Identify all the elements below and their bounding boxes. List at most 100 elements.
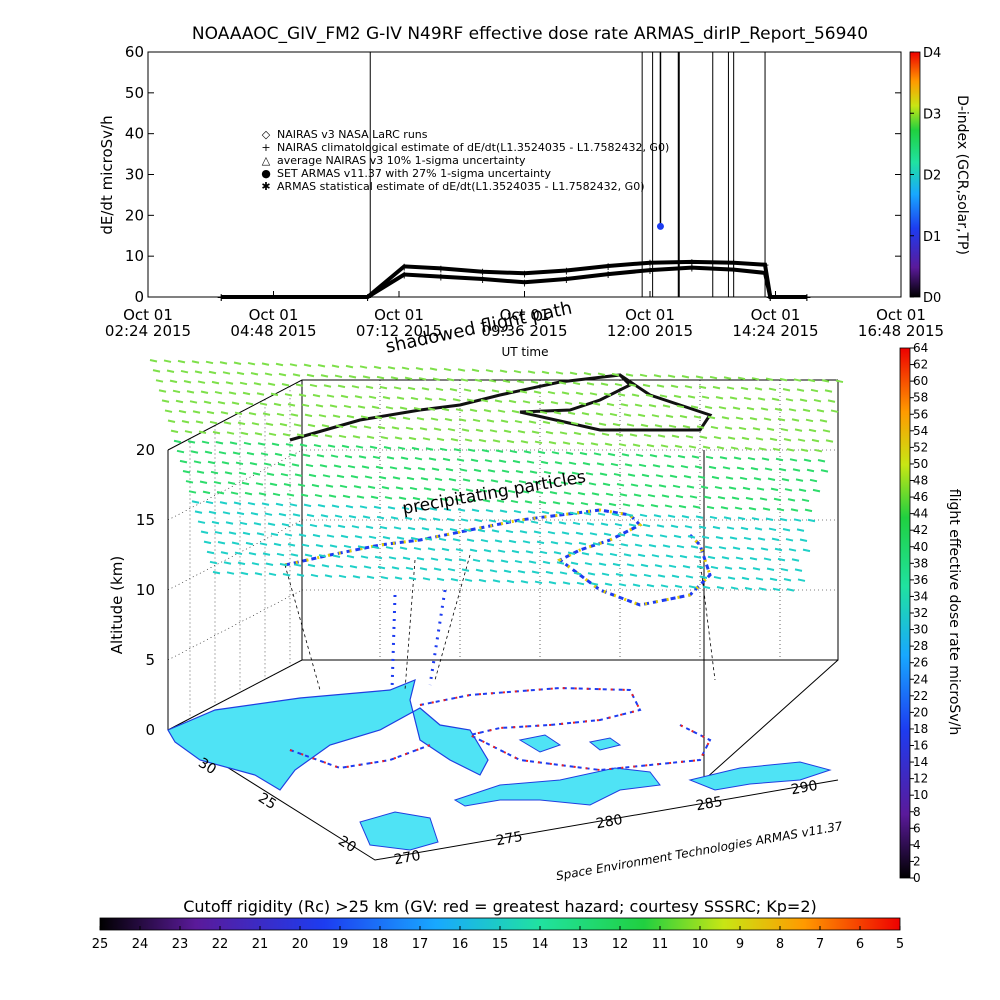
particle-dash — [476, 478, 485, 483]
particle-dash — [226, 431, 235, 435]
particle-dash — [589, 532, 598, 536]
particle-dash — [407, 526, 416, 531]
particle-dash — [623, 553, 632, 557]
particle-dash — [644, 483, 653, 488]
ascent-descent — [390, 589, 447, 691]
particle-dash — [710, 565, 719, 570]
particle-dash — [725, 476, 734, 480]
particle-dash — [771, 397, 780, 402]
particle-dash — [290, 413, 299, 417]
dose-rate-tick-label: 26 — [913, 656, 928, 670]
particle-dash — [613, 472, 622, 477]
particle-dash — [200, 390, 209, 395]
dose-point-marker: + — [478, 273, 487, 286]
particle-dash — [413, 546, 422, 551]
particle-dash — [350, 475, 359, 479]
particle-dash — [384, 496, 393, 500]
particle-dash — [758, 447, 767, 451]
latitude-tick-label: 20 — [335, 833, 359, 856]
particle-dash — [715, 396, 724, 400]
particle-dash — [552, 501, 561, 505]
particle-dash — [401, 366, 410, 371]
particle-dash — [652, 464, 661, 468]
particle-dash — [614, 522, 623, 527]
particle-dash — [513, 369, 522, 374]
cutoff-tick-label: 25 — [92, 937, 109, 952]
particle-dash — [447, 567, 456, 572]
particle-dash — [256, 392, 265, 396]
altitude-tick-label: 10 — [136, 581, 155, 599]
particle-dash — [464, 578, 473, 582]
particle-dash — [688, 585, 697, 589]
particle-dash — [219, 501, 228, 505]
dose-point-marker: + — [645, 257, 654, 270]
particle-dash — [205, 360, 214, 365]
particle-dash — [636, 503, 645, 508]
particle-dash — [405, 426, 414, 431]
particle-dash — [696, 565, 705, 569]
x-tick-day: Oct 01 — [751, 306, 801, 324]
particle-dash — [788, 548, 797, 552]
particle-dash — [779, 377, 788, 382]
particle-dash — [786, 448, 795, 452]
particle-dash — [702, 585, 711, 590]
d-index-label: D-index (GCR,solar,TP) — [954, 95, 970, 255]
particle-dash — [356, 495, 365, 499]
altitude-tick-label: 0 — [145, 721, 155, 739]
particle-dash — [682, 425, 691, 429]
particle-dash — [303, 503, 312, 508]
particle-dash — [301, 403, 310, 408]
particle-dash — [164, 409, 173, 413]
particle-dash — [207, 460, 216, 465]
particle-dash — [234, 551, 243, 556]
particle-dash — [452, 538, 461, 542]
particle-dash — [187, 440, 196, 444]
particle-dash — [422, 577, 431, 581]
grid-3d — [167, 379, 838, 731]
particle-dash — [365, 525, 374, 529]
particle-dash — [267, 382, 276, 387]
particle-dash — [592, 402, 601, 406]
particle-dash — [254, 572, 263, 576]
particle-dash — [761, 457, 770, 461]
particle-dash — [460, 378, 469, 382]
dose-rate-tick-label: 28 — [913, 639, 928, 653]
y-tick-label: 50 — [125, 84, 144, 102]
particle-dash — [240, 431, 249, 436]
dose-point-marker: + — [217, 291, 226, 304]
cutoff-tick-label: 5 — [896, 937, 904, 952]
particle-dash — [523, 450, 532, 454]
particle-dash — [572, 521, 581, 526]
particle-dash — [238, 471, 247, 476]
particle-dash — [730, 586, 739, 590]
particle-dash — [492, 579, 501, 583]
particle-dash — [247, 501, 256, 506]
particle-dash — [732, 546, 741, 550]
particle-dash — [806, 468, 815, 473]
ground-track — [289, 686, 712, 772]
particle-dash — [236, 371, 245, 376]
longitude-tick-label: 270 — [393, 848, 422, 868]
particle-dash — [273, 542, 282, 547]
particle-dash — [348, 374, 357, 379]
particle-dash — [752, 427, 761, 431]
particle-dash — [500, 559, 509, 564]
particle-dash — [250, 512, 259, 516]
x-tick-day: Oct 01 — [249, 306, 299, 324]
particle-dash — [718, 406, 727, 410]
particle-dash — [830, 409, 839, 413]
particle-dash — [385, 546, 394, 550]
particle-dash — [597, 372, 606, 376]
particle-dash — [349, 565, 358, 569]
particle-dash — [335, 564, 344, 569]
particle-dash — [497, 409, 506, 413]
particle-dash — [796, 528, 805, 532]
particle-dash — [632, 583, 641, 587]
particle-dash — [542, 420, 551, 425]
particle-dash — [632, 443, 641, 447]
particle-dash — [495, 449, 504, 453]
yucatan — [359, 811, 439, 851]
particle-dash — [166, 369, 175, 373]
particle-dash — [787, 498, 796, 502]
particle-dash — [276, 412, 285, 417]
